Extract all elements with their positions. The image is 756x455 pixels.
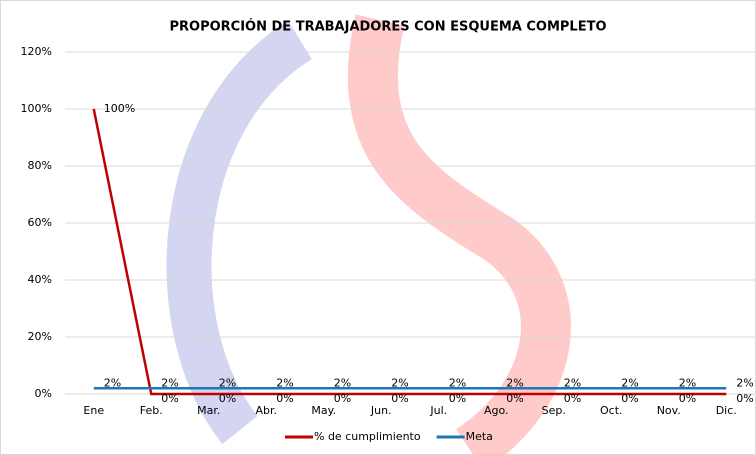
- data-label: 2%: [506, 376, 523, 389]
- y-tick-label: 100%: [21, 102, 52, 115]
- data-label: 0%: [679, 392, 696, 405]
- data-label: 2%: [679, 376, 696, 389]
- x-tick-label: Sep.: [542, 404, 566, 417]
- data-label: 0%: [621, 392, 638, 405]
- data-label: 2%: [334, 376, 351, 389]
- data-label: 0%: [564, 392, 581, 405]
- chart-title: PROPORCIÓN DE TRABAJADORES CON ESQUEMA C…: [169, 19, 606, 35]
- data-label: 0%: [276, 392, 293, 405]
- data-label: 0%: [161, 392, 178, 405]
- data-label: 2%: [276, 376, 293, 389]
- data-label: 2%: [391, 376, 408, 389]
- data-label: 2%: [219, 376, 236, 389]
- data-label: 100%: [104, 102, 135, 115]
- chart: PROPORCIÓN DE TRABAJADORES CON ESQUEMA C…: [0, 0, 756, 455]
- x-tick-label: Jun.: [370, 404, 392, 417]
- data-label: 2%: [449, 376, 466, 389]
- y-tick-label: 60%: [28, 216, 52, 229]
- x-tick-label: May.: [311, 404, 336, 417]
- y-tick-label: 20%: [28, 330, 52, 343]
- data-label: 2%: [161, 376, 178, 389]
- legend-label: % de cumplimiento: [314, 430, 421, 443]
- data-label: 2%: [564, 376, 581, 389]
- data-label: 0%: [449, 392, 466, 405]
- x-tick-label: Feb.: [140, 404, 163, 417]
- x-tick-label: Mar.: [197, 404, 220, 417]
- y-tick-label: 120%: [21, 45, 52, 58]
- y-tick-label: 80%: [28, 159, 52, 172]
- data-label: 0%: [506, 392, 523, 405]
- data-label: 0%: [219, 392, 236, 405]
- legend-label: Meta: [466, 430, 493, 443]
- data-label: 0%: [334, 392, 351, 405]
- x-tick-label: Ene: [83, 404, 104, 417]
- x-tick-label: Nov.: [657, 404, 681, 417]
- data-label: 2%: [736, 376, 753, 389]
- y-tick-label: 40%: [28, 273, 52, 286]
- x-tick-label: Ago.: [484, 404, 509, 417]
- x-tick-label: Abr.: [255, 404, 277, 417]
- y-tick-label: 0%: [35, 387, 52, 400]
- data-label: 0%: [391, 392, 408, 405]
- data-label: 2%: [621, 376, 638, 389]
- x-tick-label: Dic.: [716, 404, 737, 417]
- x-tick-label: Oct.: [600, 404, 623, 417]
- x-tick-label: Jul.: [429, 404, 447, 417]
- data-label: 2%: [104, 376, 121, 389]
- data-label: 0%: [736, 392, 753, 405]
